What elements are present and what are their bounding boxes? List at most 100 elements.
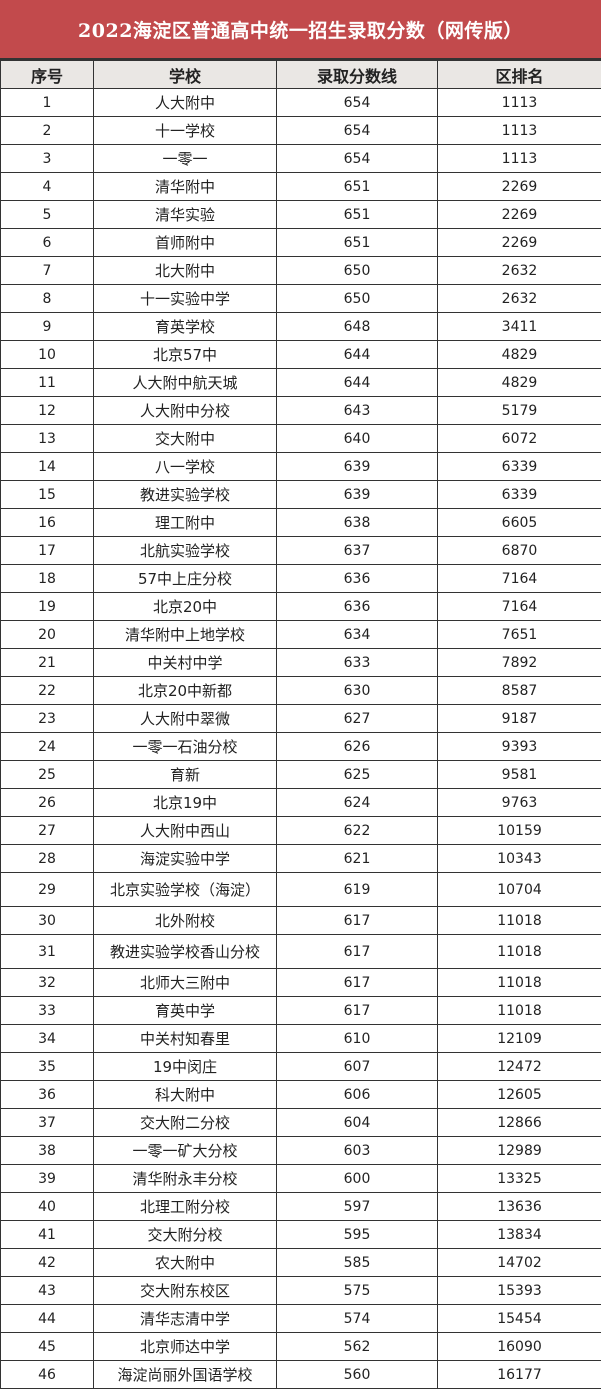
cell-school: 一零一矿大分校 [93, 1136, 277, 1165]
cell-rank: 11018 [437, 968, 601, 997]
table-row: 22 北京20中新都 630 8587 [0, 676, 601, 705]
cell-school: 北京20中新都 [93, 676, 277, 705]
table-row: 28 海淀实验中学 621 10343 [0, 844, 601, 873]
column-header-index: 序号 [0, 60, 94, 89]
cell-index: 27 [0, 816, 94, 845]
table-row: 39 清华附永丰分校 600 13325 [0, 1164, 601, 1193]
cell-rank: 2632 [437, 256, 601, 285]
cell-score: 638 [276, 508, 438, 537]
cell-score: 600 [276, 1164, 438, 1193]
cell-score: 637 [276, 536, 438, 565]
cell-school: 首师附中 [93, 228, 277, 257]
table-row: 6 首师附中 651 2269 [0, 228, 601, 257]
cell-score: 636 [276, 592, 438, 621]
cell-school: 理工附中 [93, 508, 277, 537]
cell-score: 621 [276, 844, 438, 873]
cell-school: 人大附中翠微 [93, 704, 277, 733]
cell-score: 627 [276, 704, 438, 733]
cell-index: 21 [0, 648, 94, 677]
cell-index: 19 [0, 592, 94, 621]
cell-score: 560 [276, 1360, 438, 1389]
cell-score: 651 [276, 172, 438, 201]
header-row: 序号 学校 录取分数线 区排名 [0, 60, 601, 89]
table-row: 15 教进实验学校 639 6339 [0, 480, 601, 509]
cell-rank: 10159 [437, 816, 601, 845]
table-row: 27 人大附中西山 622 10159 [0, 816, 601, 845]
cell-score: 626 [276, 732, 438, 761]
cell-rank: 6339 [437, 480, 601, 509]
cell-school: 北理工附分校 [93, 1192, 277, 1221]
cell-school: 交大附分校 [93, 1220, 277, 1249]
cell-rank: 15454 [437, 1304, 601, 1333]
table-row: 42 农大附中 585 14702 [0, 1248, 601, 1277]
cell-index: 29 [0, 872, 94, 907]
cell-rank: 9763 [437, 788, 601, 817]
cell-school: 育英学校 [93, 312, 277, 341]
cell-rank: 12605 [437, 1080, 601, 1109]
cell-school: 19中闵庄 [93, 1052, 277, 1081]
cell-school: 北航实验学校 [93, 536, 277, 565]
cell-index: 17 [0, 536, 94, 565]
cell-rank: 13325 [437, 1164, 601, 1193]
cell-score: 633 [276, 648, 438, 677]
cell-rank: 6072 [437, 424, 601, 453]
column-header-rank: 区排名 [437, 60, 601, 89]
table-row: 18 57中上庄分校 636 7164 [0, 564, 601, 593]
table-row: 30 北外附校 617 11018 [0, 906, 601, 935]
table-row: 13 交大附中 640 6072 [0, 424, 601, 453]
cell-rank: 1113 [437, 88, 601, 117]
cell-school: 人大附中西山 [93, 816, 277, 845]
cell-school: 人大附中航天城 [93, 368, 277, 397]
table-row: 17 北航实验学校 637 6870 [0, 536, 601, 565]
cell-school: 中关村知春里 [93, 1024, 277, 1053]
column-header-school: 学校 [93, 60, 277, 89]
table-row: 29 北京实验学校（海淀） 619 10704 [0, 872, 601, 907]
cell-rank: 8587 [437, 676, 601, 705]
cell-index: 3 [0, 144, 94, 173]
cell-score: 651 [276, 228, 438, 257]
table-row: 25 育新 625 9581 [0, 760, 601, 789]
cell-school: 清华志清中学 [93, 1304, 277, 1333]
cell-score: 650 [276, 284, 438, 313]
cell-score: 648 [276, 312, 438, 341]
cell-school: 中关村中学 [93, 648, 277, 677]
cell-rank: 7164 [437, 564, 601, 593]
cell-index: 15 [0, 480, 94, 509]
cell-index: 30 [0, 906, 94, 935]
cell-score: 634 [276, 620, 438, 649]
cell-school: 交大附二分校 [93, 1108, 277, 1137]
cell-rank: 12866 [437, 1108, 601, 1137]
table-row: 7 北大附中 650 2632 [0, 256, 601, 285]
table-row: 3 一零一 654 1113 [0, 144, 601, 173]
cell-rank: 11018 [437, 934, 601, 969]
cell-index: 46 [0, 1360, 94, 1389]
cell-index: 6 [0, 228, 94, 257]
table-row: 1 人大附中 654 1113 [0, 88, 601, 117]
cell-rank: 9393 [437, 732, 601, 761]
cell-index: 23 [0, 704, 94, 733]
cell-score: 595 [276, 1220, 438, 1249]
cell-index: 33 [0, 996, 94, 1025]
table-row: 43 交大附东校区 575 15393 [0, 1276, 601, 1305]
cell-school: 一零一 [93, 144, 277, 173]
cell-index: 16 [0, 508, 94, 537]
cell-score: 622 [276, 816, 438, 845]
table-row: 14 八一学校 639 6339 [0, 452, 601, 481]
cell-school: 57中上庄分校 [93, 564, 277, 593]
cell-index: 13 [0, 424, 94, 453]
cell-score: 654 [276, 88, 438, 117]
cell-index: 37 [0, 1108, 94, 1137]
cell-rank: 6870 [437, 536, 601, 565]
cell-rank: 13636 [437, 1192, 601, 1221]
cell-school: 海淀尚丽外国语学校 [93, 1360, 277, 1389]
cell-school: 北师大三附中 [93, 968, 277, 997]
cell-index: 20 [0, 620, 94, 649]
cell-rank: 10343 [437, 844, 601, 873]
cell-score: 630 [276, 676, 438, 705]
cell-index: 38 [0, 1136, 94, 1165]
cell-score: 603 [276, 1136, 438, 1165]
cell-index: 9 [0, 312, 94, 341]
cell-index: 35 [0, 1052, 94, 1081]
cell-school: 十一实验中学 [93, 284, 277, 313]
cell-index: 8 [0, 284, 94, 313]
